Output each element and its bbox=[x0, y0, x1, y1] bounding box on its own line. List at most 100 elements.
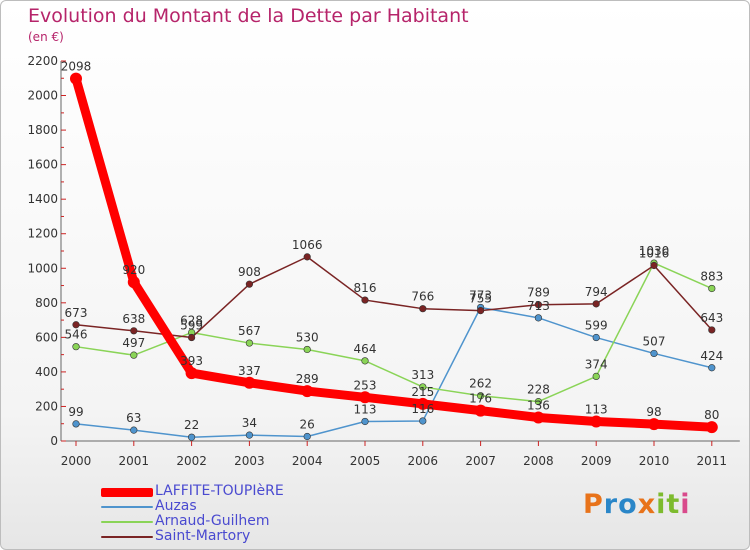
data-point-1 bbox=[534, 314, 543, 322]
legend-label: LAFFITE-TOUPIèRE bbox=[155, 483, 284, 499]
data-label-0: 176 bbox=[469, 392, 492, 406]
y-tick-label: 400 bbox=[35, 365, 58, 379]
data-label-0: 920 bbox=[122, 263, 145, 277]
data-label-0: 136 bbox=[527, 399, 550, 413]
chart-axes: 0 200 400 600 800 1000 1200 1400 1600 1800 2000 220… bbox=[27, 54, 740, 468]
data-label-0: 215 bbox=[411, 385, 434, 399]
data-label-1: 63 bbox=[126, 411, 141, 425]
x-tick-label: 2005 bbox=[350, 454, 381, 468]
data-point-3 bbox=[361, 296, 369, 304]
data-point-3 bbox=[708, 326, 716, 334]
data-point-1 bbox=[592, 333, 600, 342]
data-point-3 bbox=[188, 333, 196, 342]
x-tick-label: 2007 bbox=[465, 454, 496, 468]
y-tick-label: 1000 bbox=[27, 261, 58, 275]
data-point-0 bbox=[359, 391, 371, 404]
data-point-0 bbox=[416, 397, 429, 410]
data-label-2: 530 bbox=[296, 330, 319, 344]
series-line-1 bbox=[75, 306, 713, 438]
data-label-2: 883 bbox=[700, 269, 723, 283]
legend-label: Auzas bbox=[155, 498, 197, 514]
data-label-1: 424 bbox=[700, 349, 723, 363]
data-label-2: 464 bbox=[354, 342, 377, 356]
data-point-3 bbox=[72, 321, 80, 329]
x-tick-label: 2002 bbox=[176, 454, 207, 468]
data-label-1: 34 bbox=[242, 416, 257, 430]
y-tick-label: 1200 bbox=[27, 227, 58, 241]
data-label-0: 253 bbox=[354, 378, 377, 392]
data-point-0 bbox=[243, 376, 256, 389]
data-label-3: 755 bbox=[469, 292, 492, 306]
data-point-2 bbox=[419, 383, 427, 391]
data-point-3 bbox=[130, 327, 138, 335]
x-tick-label: 2006 bbox=[408, 454, 439, 468]
data-point-3 bbox=[419, 305, 427, 313]
data-label-0: 98 bbox=[646, 405, 661, 419]
data-label-1: 26 bbox=[300, 418, 315, 432]
data-point-0 bbox=[648, 418, 660, 431]
y-tick-label: 800 bbox=[35, 296, 58, 310]
x-tick-label: 2011 bbox=[697, 454, 728, 468]
proxiti-logo: Proxiti bbox=[583, 489, 691, 520]
data-point-0 bbox=[70, 72, 82, 85]
x-tick-label: 2003 bbox=[234, 454, 265, 468]
data-point-1 bbox=[708, 364, 716, 372]
data-label-1: 599 bbox=[585, 319, 608, 333]
data-point-1 bbox=[130, 426, 138, 434]
data-label-3: 766 bbox=[411, 290, 434, 304]
data-label-0: 113 bbox=[585, 402, 608, 416]
data-label-3: 1066 bbox=[292, 238, 323, 252]
data-point-3 bbox=[477, 306, 485, 315]
data-label-0: 393 bbox=[180, 354, 203, 368]
data-point-0 bbox=[127, 276, 140, 289]
data-point-1 bbox=[650, 349, 658, 358]
y-tick-label: 600 bbox=[35, 330, 58, 344]
series-line-2 bbox=[75, 262, 713, 403]
data-point-1 bbox=[188, 433, 196, 441]
data-label-2: 497 bbox=[122, 336, 145, 350]
data-labels: 2098 920 393 337 289 253 215 176 136 113 98 80 99 63 2… bbox=[61, 60, 724, 433]
x-tick-label: 2001 bbox=[119, 454, 150, 468]
data-point-1 bbox=[419, 417, 427, 425]
data-point-1 bbox=[303, 432, 311, 441]
data-point-1 bbox=[245, 431, 253, 439]
data-point-1 bbox=[361, 417, 369, 426]
data-point-2 bbox=[72, 343, 80, 351]
data-label-3: 599 bbox=[180, 319, 203, 333]
y-tick-label: 2000 bbox=[27, 89, 58, 103]
data-label-2: 567 bbox=[238, 324, 261, 338]
data-point-3 bbox=[650, 261, 658, 270]
data-label-0: 80 bbox=[704, 408, 719, 422]
data-label-1: 713 bbox=[527, 299, 550, 313]
data-label-0: 289 bbox=[296, 372, 319, 386]
data-point-3 bbox=[534, 301, 543, 309]
y-tick-label: 1400 bbox=[27, 192, 58, 206]
data-label-3: 789 bbox=[527, 286, 550, 300]
data-label-3: 816 bbox=[354, 281, 377, 295]
chart-title: Evolution du Montant de la Dette par Hab… bbox=[28, 5, 469, 27]
y-tick-label: 1800 bbox=[27, 123, 58, 137]
x-tick-label: 2004 bbox=[292, 454, 323, 468]
data-label-2: 546 bbox=[65, 328, 88, 342]
data-point-0 bbox=[185, 367, 198, 380]
data-point-3 bbox=[592, 300, 600, 308]
data-label-2: 313 bbox=[411, 368, 434, 382]
legend-label: Saint-Martory bbox=[155, 528, 251, 544]
data-point-2 bbox=[477, 392, 485, 400]
data-label-2: 262 bbox=[469, 377, 492, 391]
data-label-1: 773 bbox=[469, 288, 492, 302]
data-point-2 bbox=[592, 372, 600, 381]
data-label-2: 1030 bbox=[639, 244, 670, 258]
x-tick-label: 2008 bbox=[523, 454, 554, 468]
data-point-0 bbox=[474, 404, 487, 417]
legend-swatch bbox=[101, 521, 153, 523]
data-point-2 bbox=[303, 345, 311, 354]
data-point-2 bbox=[245, 339, 253, 347]
data-label-1: 116 bbox=[411, 402, 434, 416]
y-tick-label: 200 bbox=[35, 399, 58, 413]
data-label-1: 113 bbox=[354, 402, 377, 416]
data-point-2 bbox=[708, 284, 716, 293]
x-tick-label: 2009 bbox=[581, 454, 612, 468]
